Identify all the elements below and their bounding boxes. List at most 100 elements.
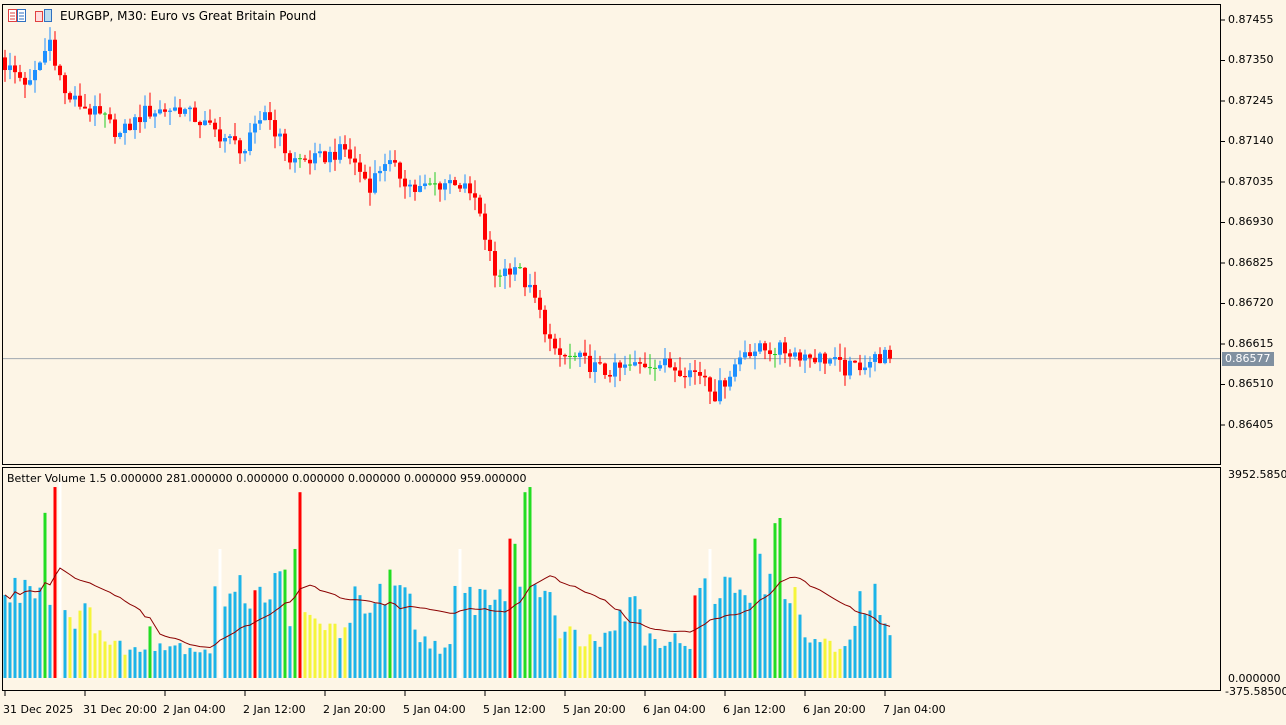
bull-candle: [758, 343, 762, 352]
price-axis-label: 0.86825: [1228, 255, 1274, 269]
bear-candle: [723, 380, 727, 387]
volume-bar: [818, 642, 822, 678]
bull-candle: [568, 355, 572, 357]
volume-bar: [193, 651, 197, 678]
bull-candle: [883, 349, 887, 364]
bear-candle: [403, 178, 407, 187]
indicator-axis-zero: 0.000000: [1228, 672, 1281, 685]
bear-candle: [573, 355, 577, 358]
volume-bar: [528, 487, 532, 678]
volume-bar: [578, 646, 582, 678]
volume-bar: [268, 599, 272, 678]
bull-candle: [183, 109, 187, 114]
chart-title: EURGBP, M30: Euro vs Great Britain Pound: [60, 9, 317, 23]
volume-bar: [23, 579, 27, 678]
bull-candle: [868, 361, 872, 368]
volume-bar: [828, 640, 832, 678]
volume-bar: [503, 601, 507, 678]
bear-candle: [138, 117, 142, 123]
bear-candle: [13, 65, 17, 73]
bull-candle: [383, 164, 387, 171]
bull-candle: [818, 353, 822, 363]
bull-candle: [863, 367, 867, 371]
bull-candle: [228, 136, 232, 138]
volume-bar: [498, 589, 502, 678]
price-axis-label: 0.86720: [1228, 296, 1274, 310]
volume-bar: [858, 591, 862, 678]
volume-bar: [203, 649, 207, 678]
bear-candle: [333, 151, 337, 160]
bear-candle: [398, 162, 402, 179]
volume-bar: [523, 492, 527, 678]
volume-bar: [228, 593, 232, 678]
bear-candle: [538, 297, 542, 310]
bull-candle: [793, 352, 797, 357]
volume-bar: [143, 649, 147, 678]
volume-bar: [803, 637, 807, 678]
bear-candle: [58, 65, 62, 76]
volume-bar: [608, 631, 612, 678]
volume-bar: [848, 639, 852, 678]
bull-candle: [158, 109, 162, 114]
volume-bar: [603, 632, 607, 678]
time-axis-label: 31 Dec 2025: [3, 703, 74, 716]
volume-bar: [558, 638, 562, 678]
volume-bar: [778, 518, 782, 678]
volume-bar: [433, 640, 437, 678]
price-axis-label: 0.87035: [1228, 174, 1274, 188]
bull-candle: [778, 342, 782, 355]
bull-candle: [173, 107, 177, 111]
bear-candle: [98, 106, 102, 114]
volume-bar: [253, 590, 257, 678]
volume-bar: [168, 646, 172, 678]
bear-candle: [518, 267, 522, 269]
volume-bar: [518, 586, 522, 678]
volume-bar: [768, 573, 772, 678]
bull-candle: [38, 62, 42, 71]
volume-bar: [198, 652, 202, 678]
volume-bar: [98, 630, 102, 678]
volume-bar: [358, 595, 362, 678]
volume-bar: [218, 548, 222, 678]
volume-bar: [688, 648, 692, 678]
bull-candle: [253, 123, 257, 133]
trade-panel-icon[interactable]: [8, 9, 26, 23]
volume-bar: [468, 586, 472, 678]
volume-bar: [13, 577, 17, 678]
bear-candle: [113, 119, 117, 137]
volume-bar: [663, 645, 667, 678]
indicator-title: Better Volume 1.5 0.000000 281.000000 0.…: [7, 472, 527, 485]
bull-candle: [418, 186, 422, 192]
volume-bar: [43, 512, 47, 678]
volume-bar: [473, 615, 477, 678]
time-axis-label: 5 Jan 20:00: [563, 703, 626, 716]
volume-bar: [653, 639, 657, 678]
bull-candle: [203, 120, 207, 126]
volume-bar: [173, 645, 177, 678]
bull-candle: [293, 158, 297, 163]
bull-candle: [738, 357, 742, 365]
volume-bar: [348, 622, 352, 678]
volume-bar: [708, 548, 712, 678]
bear-candle: [788, 353, 792, 357]
bear-candle: [288, 153, 292, 163]
time-axis-label: 6 Jan 12:00: [723, 703, 786, 716]
bull-candle: [223, 137, 227, 142]
volume-bar: [393, 585, 397, 678]
bull-candle: [593, 362, 597, 372]
volume-bar: [573, 629, 577, 678]
volume-bar: [533, 584, 537, 678]
volume-bar: [628, 597, 632, 678]
volume-bar: [113, 640, 117, 678]
time-axis-label: 2 Jan 20:00: [323, 703, 386, 716]
volume-bar: [213, 586, 217, 678]
price-axis-label: 0.86615: [1228, 336, 1274, 350]
volume-bar: [308, 614, 312, 678]
bull-candle: [43, 50, 47, 63]
volume-bar: [883, 623, 887, 678]
volume-bar: [723, 576, 727, 678]
bear-candle: [353, 158, 357, 163]
one-click-trading-icon[interactable]: [35, 9, 53, 23]
volume-bar: [288, 626, 292, 678]
